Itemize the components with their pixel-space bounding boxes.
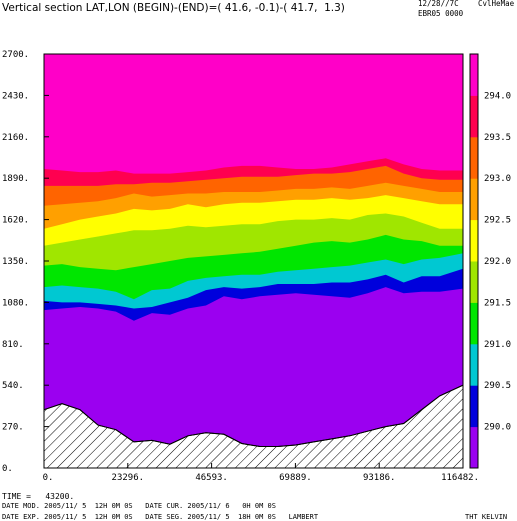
colorbar-label: 290.0 — [484, 423, 511, 433]
header-code: EBR05 0000 — [418, 9, 464, 18]
x-tick-label: 93186. — [363, 473, 396, 483]
time-label: TIME = 43200. — [2, 492, 75, 501]
header-date: 12/28//7C — [418, 0, 459, 8]
y-tick-label: 540. — [2, 381, 24, 391]
colorbar-swatch — [470, 54, 478, 96]
y-tick-label: 2430. — [2, 91, 29, 101]
y-tick-label: 1080. — [2, 298, 29, 308]
date-line-2: DATE EXP. 2005/11/ 5 12H 0M 0S DATE SEG.… — [2, 513, 319, 521]
colorbar-swatch — [470, 343, 478, 386]
x-tick-label: 46593. — [195, 473, 228, 483]
header-user: CvlHeMae — [478, 0, 515, 8]
colorbar-swatch — [470, 95, 478, 138]
colorbar-swatch — [470, 219, 478, 262]
axes: 0. 270. 540. 810. 1080. 1350. 1620. 1890. 2160. 2… — [2, 50, 479, 483]
colorbar-swatch — [470, 426, 478, 469]
colorbar-label: 293.0 — [484, 174, 511, 184]
colorbar-swatch — [470, 261, 478, 303]
chart-title: Vertical section LAT,LON (BEGIN)-(END)=(… — [2, 2, 345, 14]
y-tick-label: 1890. — [2, 174, 29, 184]
colorbar-frame — [469, 53, 479, 469]
y-tick-label: 2700. — [2, 50, 29, 60]
colorbar-swatch — [470, 302, 478, 345]
band-290.0 — [44, 287, 463, 468]
terrain-hatch-lines — [43, 384, 464, 469]
x-tick-label: 0. — [43, 473, 54, 483]
colorbar-label: 291.5 — [484, 298, 511, 308]
colorbar-swatch — [470, 178, 478, 221]
x-tick-label: 116482. — [441, 473, 479, 483]
y-tick-label: 270. — [2, 423, 24, 433]
colorbar-label: 294.0 — [484, 91, 511, 101]
colorbar-label: 291.0 — [484, 340, 511, 350]
y-tick-label: 0. — [2, 464, 13, 474]
colorbar-label: 292.5 — [484, 216, 511, 226]
field-units: THT KELVIN — [465, 513, 508, 521]
colorbar-label: 292.0 — [484, 257, 511, 267]
x-tick-label: 69889. — [279, 473, 312, 483]
colorbar-swatch — [470, 136, 478, 179]
y-tick-label: 810. — [2, 340, 24, 350]
x-tick-label: 23296. — [112, 473, 145, 483]
colorbar-swatch — [470, 385, 478, 428]
date-line-1: DATE MOD. 2005/11/ 5 12H 0M 0S DATE CUR.… — [2, 502, 276, 510]
colorbar-label: 290.5 — [484, 381, 511, 391]
y-tick-label: 2160. — [2, 133, 29, 143]
y-tick-label: 1620. — [2, 216, 29, 226]
colorbar: 290.0 290.5 291.0 291.5 292.0 292.5 293.0 293.5… — [469, 53, 511, 469]
colorbar-label: 293.5 — [484, 133, 511, 143]
contour-fills — [44, 54, 463, 469]
y-tick-label: 1350. — [2, 257, 29, 267]
